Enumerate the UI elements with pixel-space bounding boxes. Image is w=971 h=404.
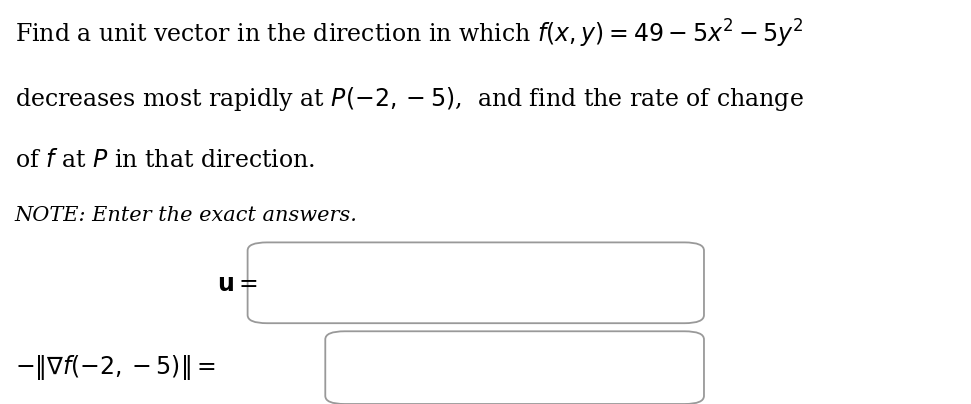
Text: NOTE: Enter the exact answers.: NOTE: Enter the exact answers. [15,206,357,225]
Text: $-\|\nabla f(-2, -5)\| =$: $-\|\nabla f(-2, -5)\| =$ [15,353,216,382]
FancyBboxPatch shape [325,331,704,404]
Text: Find a unit vector in the direction in which $f(x, y) = 49 - 5x^2 - 5y^2$: Find a unit vector in the direction in w… [15,18,803,50]
Text: $\mathbf{u} =$: $\mathbf{u} =$ [217,274,257,296]
Text: of $f$ at $P$ in that direction.: of $f$ at $P$ in that direction. [15,149,315,173]
FancyBboxPatch shape [248,242,704,323]
Text: decreases most rapidly at $P(-2, -5)$,  and find the rate of change: decreases most rapidly at $P(-2, -5)$, a… [15,85,803,113]
